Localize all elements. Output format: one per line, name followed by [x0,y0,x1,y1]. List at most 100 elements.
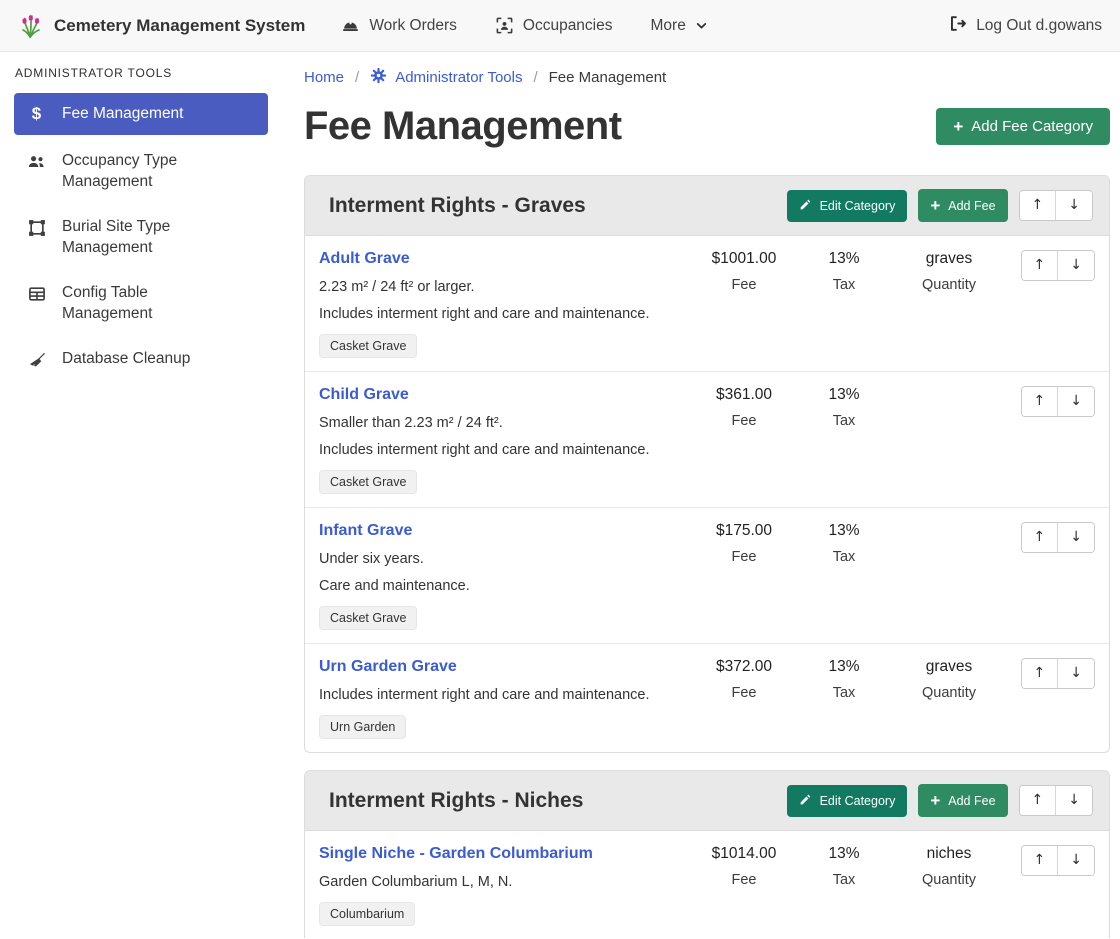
fee-reorder-group: ↑ ↓ [1020,845,1095,876]
fee-name-link[interactable]: Single Niche - Garden Columbarium [319,845,593,862]
logout-button[interactable]: Log Out d.gowans [948,14,1102,38]
app-title: Cemetery Management System [54,15,306,35]
breadcrumb: Home / [304,67,1110,88]
tax-column: 13% Tax [799,522,889,565]
plus-icon: + [930,196,941,215]
move-fee-down-button[interactable]: ↓ [1057,251,1094,280]
fee-reorder-group: ↑ ↓ [1020,658,1095,689]
nav-label: Work Orders [369,16,457,34]
fee-column: $1001.00 Fee [689,250,799,293]
app-brand: Cemetery Management System [18,13,305,39]
fee-name-link[interactable]: Child Grave [319,386,409,403]
fee-label: Fee [731,872,757,888]
fee-amount: $372.00 [715,658,773,675]
category-title: Interment Rights - Niches [329,788,584,812]
breadcrumb-separator: / [533,69,538,86]
move-fee-up-button[interactable]: ↑ [1021,846,1058,875]
fee-description: Smaller than 2.23 m² / 24 ft². [319,415,503,431]
fee-row: Adult Grave 2.23 m² / 24 ft² or larger. I… [305,236,1109,372]
fee-description: Includes interment right and care and ma… [319,306,650,322]
fee-reorder-group: ↑ ↓ [1020,522,1095,553]
hard-hat-icon [341,16,360,35]
sidebar-item-burial-site-type[interactable]: Burial Site Type Management [14,208,268,267]
quantity-column [889,522,1009,531]
fee-name-link[interactable]: Adult Grave [319,250,410,267]
tax-column: 13% Tax [799,658,889,701]
nav-item-more[interactable]: More [651,17,708,35]
top-navbar: Cemetery Management System Work Orders [0,0,1120,52]
fee-column: $361.00 Fee [689,386,799,429]
dollar-icon: $ [31,104,42,123]
nav-item-work-orders[interactable]: Work Orders [341,16,457,35]
fee-amount: $1014.00 [711,845,777,862]
nav-item-occupancies[interactable]: Occupancies [495,16,613,35]
fee-badge: Casket Grave [319,606,418,630]
move-fee-down-button[interactable]: ↓ [1057,846,1094,875]
fee-description: Garden Columbarium L, M, N. [319,874,513,890]
fee-row: Child Grave Smaller than 2.23 m² / 24 ft… [305,372,1109,508]
plot-frame-icon [26,218,47,238]
sidebar: ADMINISTRATOR TOOLS $ Fee Management Occ… [0,52,280,938]
move-category-up-button[interactable]: ↑ [1019,191,1056,220]
tax-label: Tax [832,872,856,888]
nav-links: Work Orders Occupancies More [341,16,708,35]
move-fee-down-button[interactable]: ↓ [1057,523,1094,552]
tax-value: 13% [828,386,860,403]
fee-description: 2.23 m² / 24 ft² or larger. [319,279,475,295]
move-category-up-button[interactable]: ↑ [1019,786,1056,815]
tulip-logo-icon [18,13,44,39]
sidebar-item-occupancy-type[interactable]: Occupancy Type Management [14,142,268,201]
quantity-column: graves Quantity [889,658,1009,701]
add-fee-category-button[interactable]: + Add Fee Category [936,108,1110,145]
quantity-column: niches Quantity [889,845,1009,888]
breadcrumb-current: Fee Management [548,69,667,86]
fee-reorder-group: ↑ ↓ [1020,386,1095,417]
sidebar-item-config-table[interactable]: Config Table Management [14,274,268,333]
fee-description: Care and maintenance. [319,578,470,594]
category-card-header: Interment Rights - Niches Edit Category … [305,771,1109,831]
fee-amount: $361.00 [715,386,773,403]
fee-name-link[interactable]: Urn Garden Grave [319,658,457,675]
quantity-column: graves Quantity [889,250,1009,293]
sidebar-heading: ADMINISTRATOR TOOLS [15,66,173,80]
move-fee-down-button[interactable]: ↓ [1057,387,1094,416]
sidebar-item-fee-management[interactable]: $ Fee Management [14,93,268,136]
plus-icon: + [953,117,964,136]
fee-description: Includes interment right and care and ma… [319,687,650,703]
fee-label: Fee [731,413,757,429]
gear-icon [370,67,387,88]
tax-value: 13% [828,522,860,539]
edit-category-button[interactable]: Edit Category [786,784,908,817]
move-fee-up-button[interactable]: ↑ [1021,251,1058,280]
move-fee-up-button[interactable]: ↑ [1021,659,1058,688]
move-fee-up-button[interactable]: ↑ [1021,523,1058,552]
plus-icon: + [930,791,941,810]
breadcrumb-admin-tools-link[interactable]: Administrator Tools [370,67,522,88]
category-title: Interment Rights - Graves [329,193,586,217]
fee-name-link[interactable]: Infant Grave [319,522,413,539]
move-category-down-button[interactable]: ↓ [1055,191,1092,220]
add-fee-button[interactable]: + Add Fee [918,189,1008,222]
quantity-label: Quantity [922,277,976,293]
fee-label: Fee [731,277,757,293]
pencil-icon [799,198,812,214]
breadcrumb-home-link[interactable]: Home [304,69,345,86]
add-fee-button[interactable]: + Add Fee [918,784,1008,817]
move-fee-down-button[interactable]: ↓ [1057,659,1094,688]
category-reorder-group: ↑ ↓ [1018,190,1093,221]
tax-value: 13% [828,845,860,862]
quantity-value: graves [925,658,973,675]
category-card-header: Interment Rights - Graves Edit Category … [305,176,1109,236]
tax-label: Tax [832,685,856,701]
sidebar-item-database-cleanup[interactable]: Database Cleanup [14,340,268,379]
category-card: Interment Rights - Graves Edit Category … [304,175,1110,753]
pencil-icon [799,793,812,809]
move-fee-up-button[interactable]: ↑ [1021,387,1058,416]
quantity-value: niches [926,845,972,862]
edit-category-button[interactable]: Edit Category [786,189,908,222]
quantity-column [889,386,1009,395]
fee-label: Fee [731,685,757,701]
fee-column: $175.00 Fee [689,522,799,565]
move-category-down-button[interactable]: ↓ [1055,786,1092,815]
occupancy-frame-icon [495,16,514,35]
